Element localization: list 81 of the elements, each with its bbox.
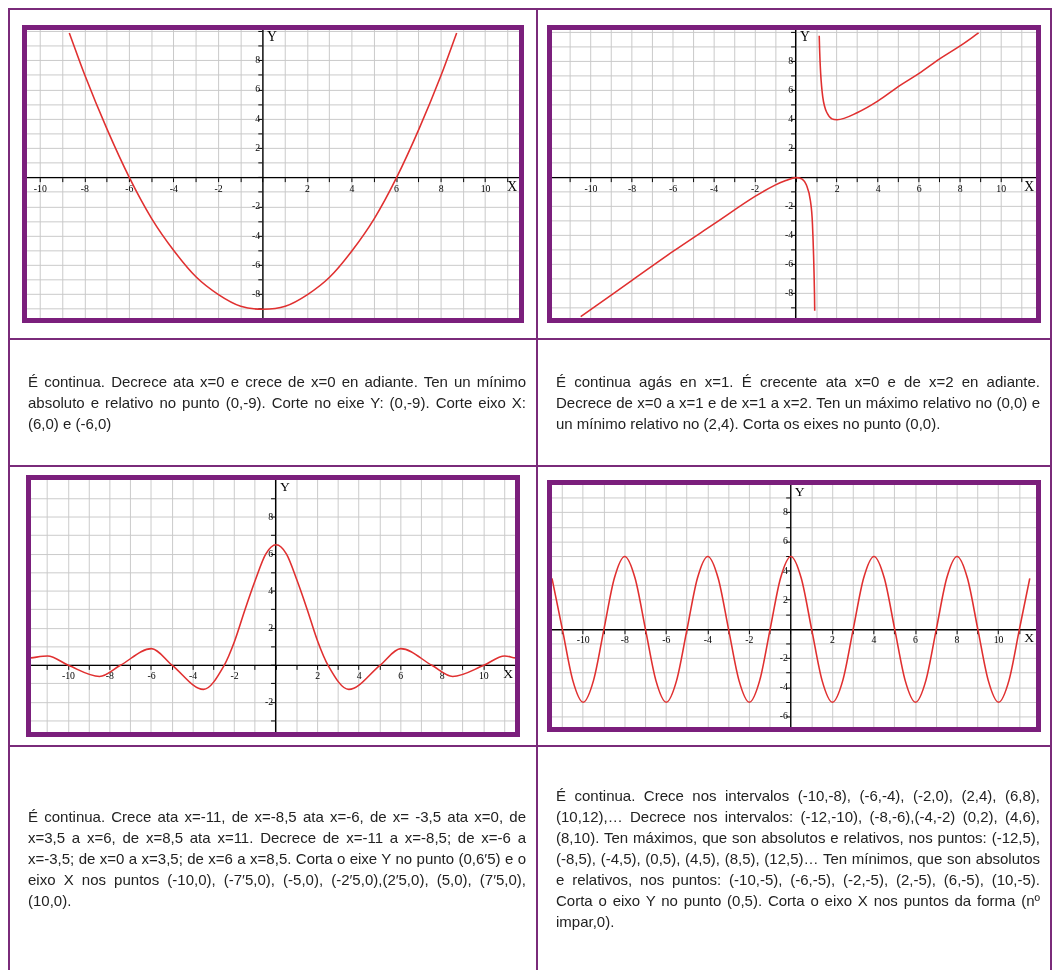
y-axis-title: Y: [794, 484, 805, 500]
y-tick-label: 8: [268, 510, 274, 522]
y-tick-label: -6: [251, 258, 261, 270]
x-axis-title: X: [507, 178, 518, 194]
x-tick-label: 6: [398, 670, 404, 682]
text: É continua agás en x=1. É crecente ata x=0 e de x=2 en adiante. Decrece de x=0 a x=1 e de x=1 a x=2. Ten un máximo relativo no (0,0) e un mínimo relativo no (2,4). Corta os eixes no punto (0,0).: [556, 372, 1040, 434]
y-tick-label: -6: [779, 710, 789, 722]
y-tick-label: 6: [783, 535, 789, 547]
x-tick-label: 4: [356, 670, 362, 682]
y-tick-label: 8: [788, 55, 794, 67]
x-tick-label: -6: [147, 670, 156, 682]
y-axis-title: Y: [280, 479, 291, 495]
x-tick-label: -10: [576, 634, 590, 646]
x-tick-label: 2: [834, 182, 840, 194]
y-tick-label: 4: [268, 584, 274, 596]
x-axis-title: X: [1024, 630, 1035, 646]
x-tick-label: 6: [394, 182, 400, 194]
x-tick-label: 8: [954, 634, 960, 646]
x-tick-label: 10: [996, 182, 1007, 194]
x-tick-label: -6: [662, 634, 671, 646]
x-tick-label: 8: [957, 182, 963, 194]
x-tick-label: 6: [913, 634, 919, 646]
x-tick-label: 10: [480, 182, 491, 194]
x-tick-label: 6: [916, 182, 922, 194]
y-tick-label: 6: [255, 83, 261, 95]
x-tick-label: -10: [584, 182, 598, 194]
y-tick-label: 4: [788, 113, 794, 125]
y-tick-label: 8: [783, 506, 789, 518]
x-tick-label: -6: [125, 182, 134, 194]
x-tick-label: -10: [33, 182, 48, 194]
y-tick-label: 6: [268, 547, 274, 559]
y-tick-label: -4: [779, 681, 789, 693]
x-tick-label: 10: [993, 634, 1004, 646]
y-axis-title: Y: [799, 29, 811, 45]
y-tick-label: -8: [251, 288, 261, 300]
y-tick-label: -2: [779, 652, 789, 663]
y-tick-label: 2: [255, 142, 261, 153]
x-tick-label: 4: [875, 182, 881, 194]
x-tick-label: 2: [315, 670, 321, 682]
x-tick-label: -10: [61, 670, 76, 682]
text: É continua. Crece nos intervalos (-10,-8), (-6,-4), (-2,0), (2,4), (6,8), (10,12),… Decrece nos intervalos: (-12,-10), (-8,-6),(-4,-2) (0,2), (4,6), (8,10). Ten máximos, que son absolutos e relativos, nos puntos: (-12,5), (-8,5), (-4,5), (0,5), (4,5), (8,5), (12,5)… Ten mínimos, que son absolutos e relativos, nos puntos: (-10,-5), (-6,-5), (-2,-5), (2,-5), (6,-5), (10,-5). Corta o eixo Y no punto (0,5). Corta o eixo X nos puntos da forma (nº impar,0).: [556, 786, 1040, 932]
x-tick-label: -6: [668, 182, 678, 194]
x-tick-label: -4: [703, 634, 713, 646]
y-tick-label: -2: [265, 695, 274, 707]
x-tick-label: 10: [478, 670, 489, 682]
x-tick-label: 4: [349, 182, 355, 194]
y-tick-label: -8: [784, 287, 794, 298]
x-tick-label: -8: [80, 182, 90, 194]
x-axis-title: X: [503, 666, 514, 682]
y-tick-label: -4: [784, 229, 794, 241]
y-tick-label: 2: [268, 621, 274, 633]
x-tick-label: 4: [871, 634, 877, 646]
y-tick-label: -2: [251, 200, 261, 212]
y-axis-title: Y: [266, 29, 277, 45]
x-tick-label: -8: [620, 634, 629, 646]
x-tick-label: -8: [105, 670, 115, 682]
x-tick-label: -2: [230, 670, 239, 682]
text: É continua. Crece ata x=-11, de x=-8,5 ata x=-6, de x= -3,5 ata x=0, de x=3,5 a x=6, de x=8,5 ata x=11. Decrece de x=-11 a x=-8,5; de x=-6 a x=-3,5; de x=0 a x=3,5; de x=6 a x=8,5. Corta o eixe Y no punto (0,6′5) e o eixo X nos puntos (-10,0), (-7′5,0), (-5,0), (-2′5,0),(2′5,0), (5,0), (7′5,0), (10,0).: [28, 807, 526, 911]
x-tick-label: 8: [438, 182, 444, 194]
x-tick-label: -2: [750, 182, 760, 194]
y-tick-label: 6: [788, 84, 794, 96]
y-tick-label: 8: [255, 54, 261, 66]
line-series: [31, 544, 515, 691]
x-tick-label: -4: [169, 182, 179, 194]
y-tick-label: -4: [251, 229, 261, 241]
x-tick-label: -8: [627, 182, 637, 194]
x-tick-label: -2: [745, 634, 754, 646]
y-tick-label: 4: [783, 564, 789, 576]
x-axis-title: X: [1024, 178, 1035, 194]
x-tick-label: 2: [829, 634, 836, 646]
y-tick-label: -2: [784, 200, 794, 212]
y-tick-label: -6: [784, 258, 794, 269]
x-tick-label: -2: [214, 182, 223, 194]
y-tick-label: 2: [783, 593, 789, 605]
x-tick-label: -4: [709, 182, 719, 194]
y-tick-label: 4: [255, 112, 261, 124]
y-tick-label: 2: [788, 142, 794, 154]
line-series: [68, 32, 458, 311]
x-tick-label: -4: [188, 670, 198, 682]
x-tick-label: 2: [305, 182, 311, 194]
text: É continua. Decrece ata x=0 e crece de x=0 en adiante. Ten un mínimo absoluto e relativo no punto (0,-9). Corte no eixe Y: (0,-9). Corte eixo X: (6,0) e (-6,0): [28, 372, 526, 434]
